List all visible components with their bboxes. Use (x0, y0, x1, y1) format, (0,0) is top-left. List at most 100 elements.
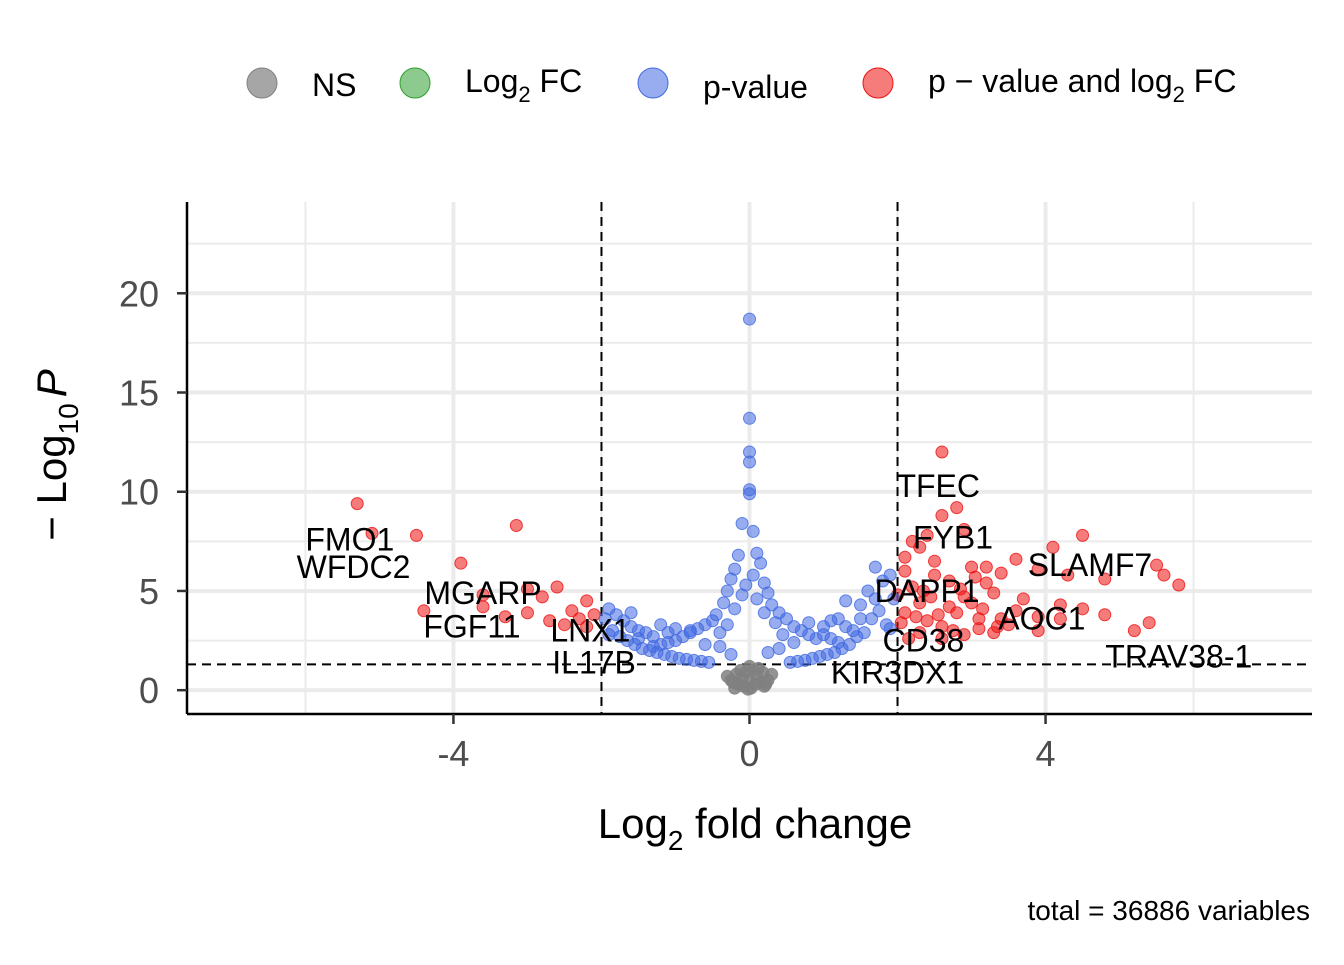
point-both (935, 509, 949, 523)
point-p (743, 455, 756, 469)
point-p (887, 592, 901, 606)
point-p (683, 624, 697, 638)
point-p (750, 592, 764, 606)
gene-label: FYB1 (913, 519, 993, 555)
point-both (1076, 602, 1090, 616)
point-both (1127, 624, 1141, 638)
point-both (350, 497, 364, 511)
point-both (928, 568, 942, 582)
point-both (1157, 568, 1171, 582)
point-p (883, 622, 897, 636)
gene-label: FMO1 (305, 521, 394, 557)
legend-ns-marker (246, 67, 278, 99)
point-p (765, 598, 779, 612)
y-axis-title: − Log10P (28, 369, 84, 540)
point-p (761, 586, 775, 600)
gene-label: TRAV38-1 (1105, 638, 1252, 674)
point-p (624, 606, 638, 620)
y-tick-label: 5 (139, 571, 159, 612)
point-both (976, 602, 990, 616)
point-both (894, 616, 908, 630)
x-tick-label: 4 (1036, 733, 1056, 774)
point-p (776, 628, 790, 642)
point-p (854, 612, 868, 626)
point-both (968, 570, 982, 584)
gene-label: SLAMF7 (1028, 547, 1152, 583)
gene-label: AOC1 (998, 601, 1085, 637)
point-both (965, 596, 979, 610)
point-both (572, 612, 586, 626)
gene-label: WFDC2 (297, 549, 411, 585)
point-p (872, 604, 886, 618)
legend-p-marker (637, 67, 669, 99)
point-both (1098, 572, 1112, 586)
point-p (787, 636, 801, 650)
point-both (1076, 528, 1090, 542)
point-both (902, 632, 916, 646)
point-both (924, 590, 938, 604)
gene-label: MGARP (424, 575, 541, 611)
point-both (1046, 540, 1060, 554)
point-p (802, 616, 816, 630)
point-both (950, 606, 964, 620)
point-p (739, 578, 753, 592)
point-both (935, 445, 949, 459)
point-both (520, 582, 534, 596)
point-both (557, 618, 571, 632)
point-both (913, 626, 927, 640)
data-points (350, 312, 1186, 696)
caption: total = 36886 variables (1027, 895, 1310, 926)
point-both (913, 596, 927, 610)
point-both (972, 622, 986, 636)
y-tick-label: 10 (119, 472, 159, 513)
point-p (717, 596, 731, 610)
point-both (931, 608, 945, 622)
point-both (1009, 604, 1023, 618)
point-p (865, 612, 879, 626)
point-both (1150, 558, 1164, 572)
point-p (868, 560, 882, 574)
point-both (476, 600, 490, 614)
legend-both-marker (862, 67, 894, 99)
x-axis-title: Log2 fold change (598, 800, 913, 856)
point-both (898, 550, 912, 564)
point-both (909, 610, 923, 624)
point-both (935, 632, 949, 646)
point-both (953, 582, 967, 596)
point-both (898, 564, 912, 578)
point-p (724, 647, 738, 661)
point-p (720, 618, 734, 632)
legend: NS Log2 FC p-value p − value and log2 FC (246, 63, 1236, 107)
point-both (920, 528, 934, 542)
point-p (761, 645, 775, 659)
point-p (768, 616, 782, 630)
point-both (987, 586, 1001, 600)
point-p (783, 655, 797, 669)
gene-label: TFEC (896, 468, 980, 504)
axis-ticks: -4 0 4 0 5 10 15 20 (119, 273, 1056, 774)
y-tick-label: 0 (139, 670, 159, 711)
point-both (509, 518, 523, 532)
point-both (454, 556, 468, 570)
point-p (746, 524, 760, 538)
gene-label: CD38 (883, 623, 965, 659)
point-both (1098, 608, 1112, 622)
point-p (698, 638, 712, 652)
legend-both-label: p − value and log2 FC (928, 63, 1236, 107)
point-both (1053, 598, 1067, 612)
point-both (1031, 610, 1045, 624)
point-both (365, 526, 379, 540)
point-both (942, 574, 956, 588)
point-p (735, 516, 749, 530)
point-p (757, 606, 771, 620)
point-both (1031, 562, 1045, 576)
point-ns (726, 675, 740, 689)
y-tick-label: 20 (119, 273, 159, 314)
legend-p-label: p-value (703, 69, 808, 105)
x-tick-label: 0 (739, 733, 759, 774)
point-both (580, 620, 594, 634)
point-ns (759, 677, 773, 691)
point-p (713, 626, 727, 640)
svg-text:− Log10P: − Log10P (28, 369, 84, 540)
